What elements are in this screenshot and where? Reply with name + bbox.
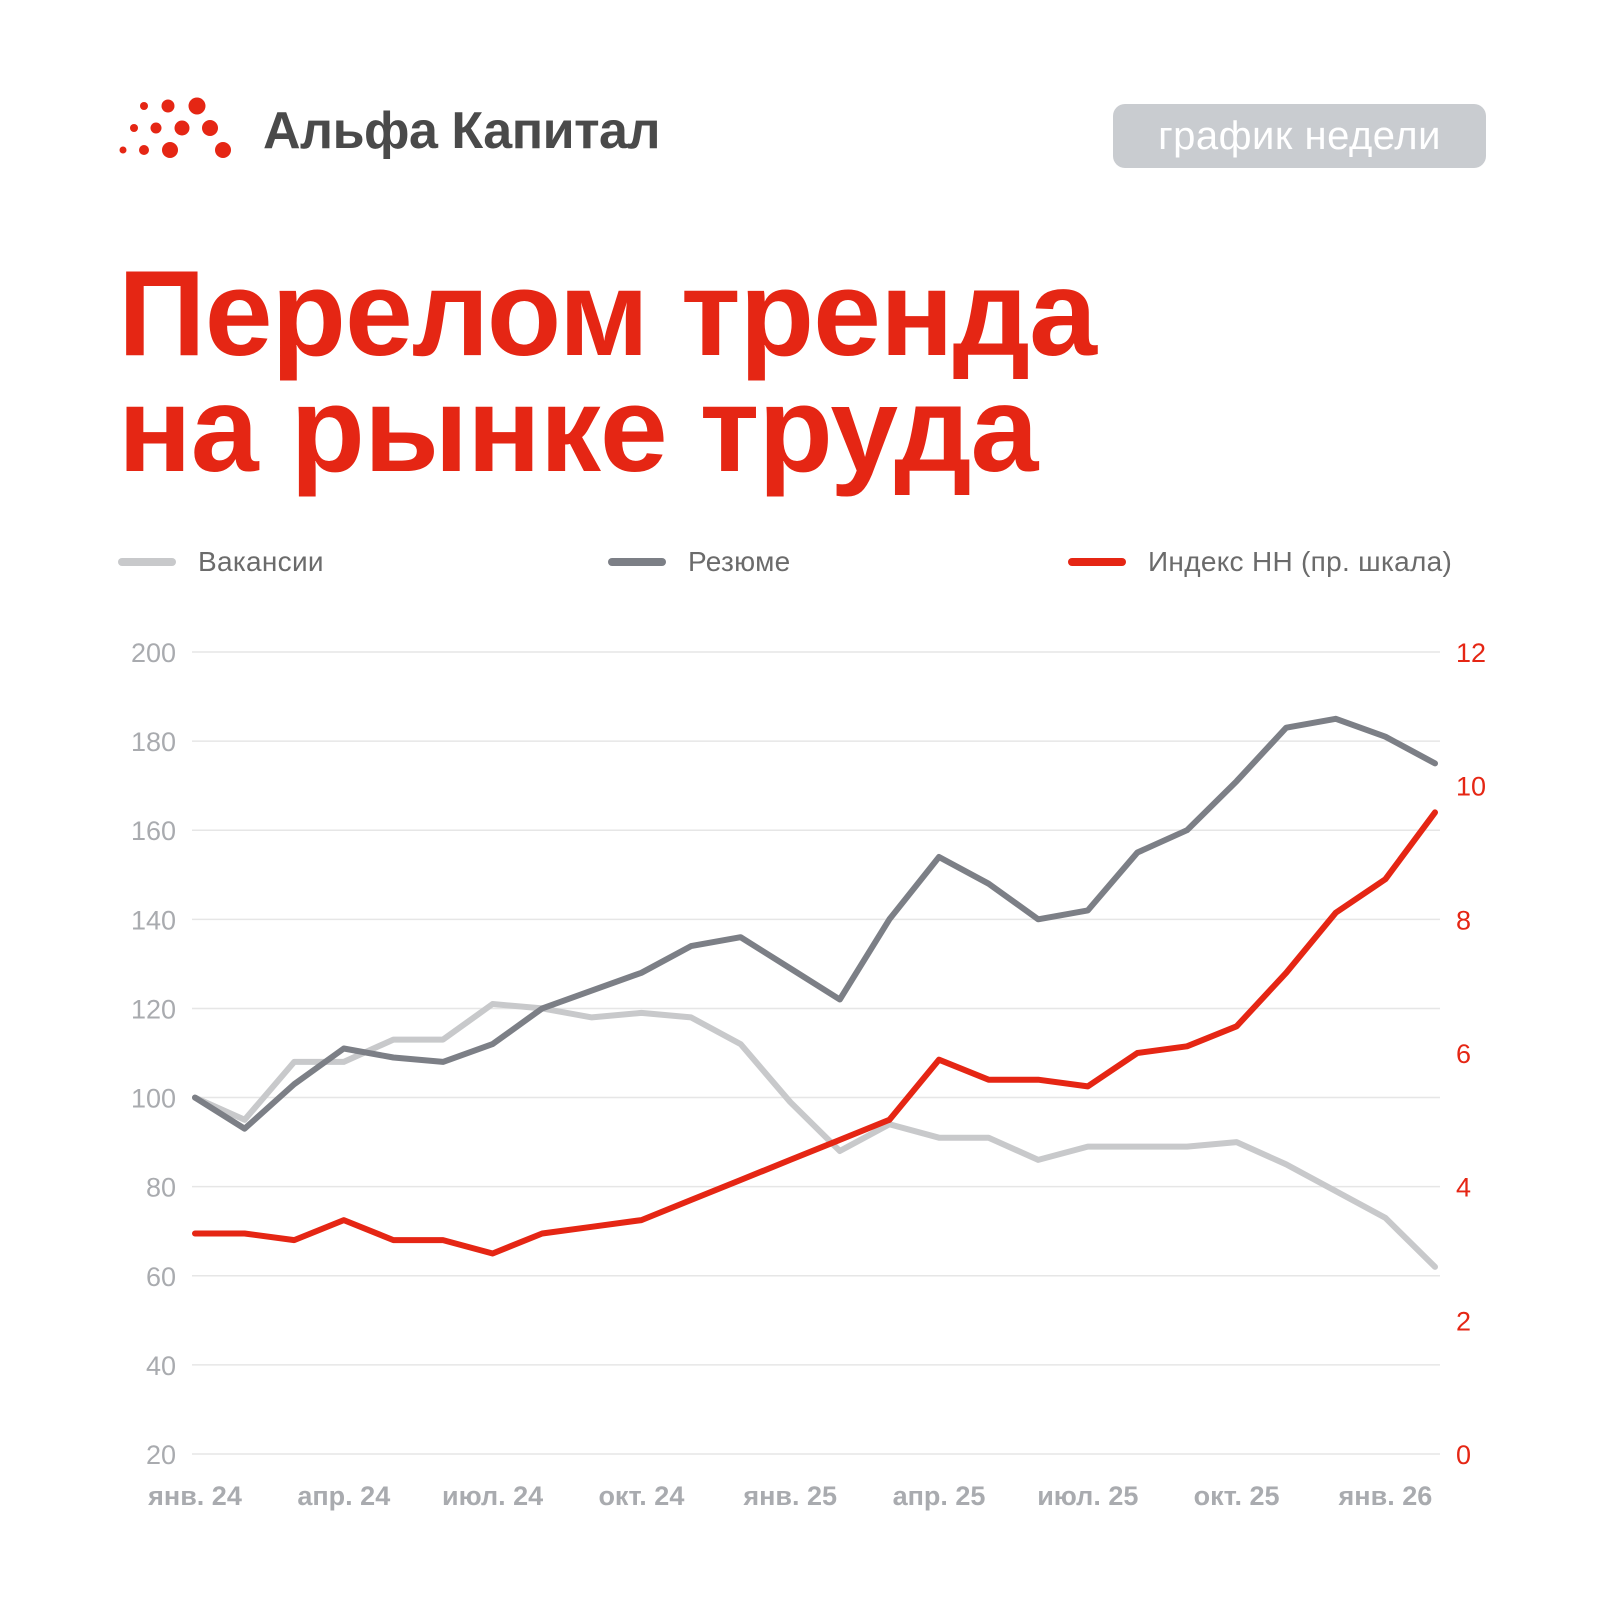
y-left-tick-label: 120 <box>131 994 176 1024</box>
y-right-tick-label: 10 <box>1456 772 1486 802</box>
y-left-tick-label: 100 <box>131 1084 176 1114</box>
legend-label-resumes: Резюме <box>688 546 791 577</box>
legend-swatch-resumes <box>608 558 666 566</box>
chart-of-the-week-badge: график недели <box>1113 104 1486 168</box>
y-left-tick-label: 20 <box>146 1440 176 1470</box>
x-tick-label: окт. 25 <box>1194 1481 1280 1511</box>
y-left-tick-label: 80 <box>146 1173 176 1203</box>
y-left-tick-label: 180 <box>131 727 176 757</box>
page-title: Перелом тренда на рынке труда <box>118 245 1498 497</box>
y-right-tick-label: 8 <box>1456 905 1471 935</box>
y-right-tick-label: 4 <box>1456 1173 1471 1203</box>
series-line-hh-index <box>192 809 1438 1257</box>
legend-item-resumes: Резюме <box>608 540 791 584</box>
title-line-2: на рынке труда <box>118 361 1038 497</box>
logo: Альфа Капитал <box>118 96 661 166</box>
x-tick-label: окт. 24 <box>598 1481 684 1511</box>
chart-legend: Вакансии Резюме Индекс HH (пр. шкала) <box>0 540 1600 584</box>
legend-label-vacancies: Вакансии <box>198 546 324 577</box>
series-line-resumes <box>192 715 1438 1132</box>
y-right-tick-label: 2 <box>1456 1306 1471 1336</box>
logo-text: Альфа Капитал <box>263 102 661 160</box>
x-tick-label: янв. 24 <box>147 1481 242 1511</box>
y-right-tick-label: 0 <box>1456 1440 1471 1470</box>
x-tick-label: апр. 25 <box>893 1481 986 1511</box>
legend-item-vacancies: Вакансии <box>118 540 324 584</box>
legend-swatch-hh-index <box>1068 558 1126 566</box>
y-left-tick-label: 40 <box>146 1351 176 1381</box>
logo-dots-icon <box>119 97 231 158</box>
title-line-1: Перелом тренда <box>118 245 1097 381</box>
y-left-tick-label: 160 <box>131 816 176 846</box>
legend-item-hh-index: Индекс HH (пр. шкала) <box>1068 540 1452 584</box>
y-left-tick-label: 200 <box>131 638 176 668</box>
y-right-tick-label: 6 <box>1456 1039 1471 1069</box>
y-right-tick-label: 12 <box>1456 638 1486 668</box>
y-left-tick-label: 60 <box>146 1262 176 1292</box>
y-left-tick-label: 140 <box>131 905 176 935</box>
series-line-vacancies <box>192 1001 1438 1270</box>
x-tick-label: июл. 24 <box>442 1481 543 1511</box>
x-tick-label: янв. 26 <box>1338 1481 1433 1511</box>
legend-swatch-vacancies <box>118 558 176 566</box>
x-tick-label: янв. 25 <box>742 1481 837 1511</box>
legend-label-hh-index: Индекс HH (пр. шкала) <box>1148 546 1453 577</box>
x-tick-label: апр. 24 <box>297 1481 390 1511</box>
x-tick-label: июл. 25 <box>1037 1481 1138 1511</box>
